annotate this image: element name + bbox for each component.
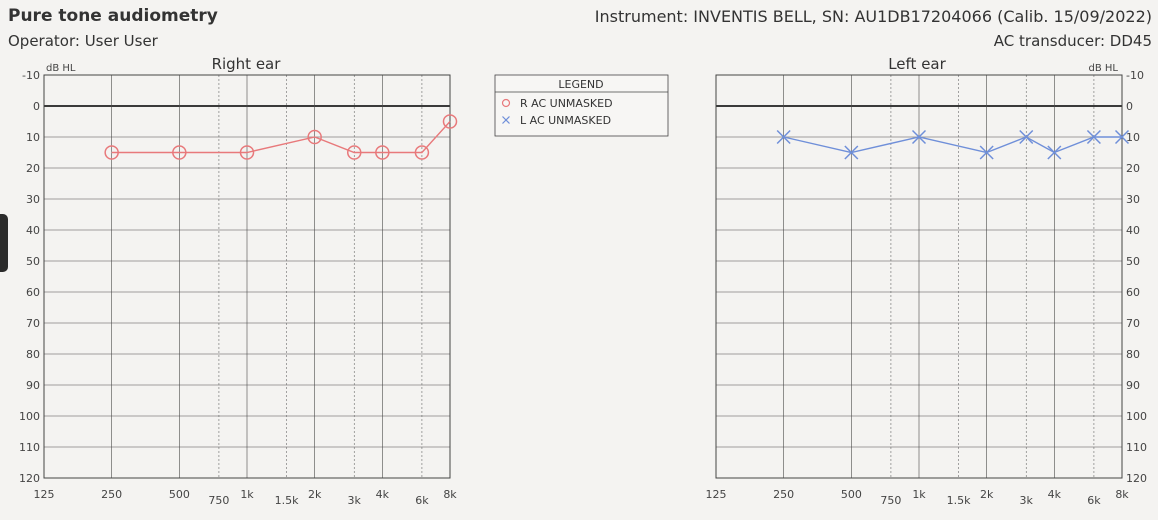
y-tick-label: 70 (26, 317, 40, 330)
x-tick-label: 500 (841, 488, 862, 501)
data-point-cross (1086, 129, 1101, 145)
x-tick-label: 750 (880, 494, 901, 507)
data-point-cross (776, 129, 791, 145)
data-point-circle (442, 114, 458, 129)
y-tick-label: 110 (1126, 441, 1147, 454)
plot-frame (43, 74, 451, 479)
x-tick-label: 8k (1115, 488, 1129, 501)
y-tick-label: 10 (1126, 131, 1140, 144)
page-title: Pure tone audiometry (8, 6, 218, 26)
left-ear-audiogram: -10 0 10 20 30 40 50 60 70 80 90 100 110 120 125 250 500… (706, 55, 1148, 507)
x-tick-label: 500 (169, 488, 190, 501)
y-tick-label: 0 (33, 100, 40, 113)
data-point-cross (911, 129, 927, 145)
y-tick-label: 90 (1126, 379, 1140, 392)
data-point-cross (844, 145, 859, 160)
x-tick-label: 3k (348, 494, 362, 507)
y-tick-label: 60 (26, 286, 40, 299)
y-tick-label: 80 (1126, 348, 1140, 361)
instrument-label: Instrument: INVENTIS BELL, SN: AU1DB1720… (594, 7, 1152, 26)
x-tick-label: 6k (415, 494, 429, 507)
data-point-cross (979, 145, 994, 160)
y-tick-label: 60 (1126, 286, 1140, 299)
y-tick-label: 10 (26, 131, 40, 144)
y-tick-label: 120 (19, 472, 40, 485)
data-point-cross (1114, 129, 1130, 145)
y-tick-label: 110 (19, 441, 40, 454)
x-tick-label: 125 (706, 488, 727, 501)
legend-item-right: R AC UNMASKED (520, 97, 613, 110)
series-line (783, 136, 1122, 154)
x-tick-label: 6k (1087, 494, 1101, 507)
cross-stroke (979, 145, 994, 160)
x-tick-label: 2k (980, 488, 994, 501)
data-point-circle (239, 145, 255, 160)
cross-stroke (1019, 129, 1034, 145)
y-tick-label: 80 (26, 348, 40, 361)
y-tick-label: 20 (26, 162, 40, 175)
legend-title: LEGEND (558, 78, 603, 91)
y-tick-label: 20 (1126, 162, 1140, 175)
transducer-label: AC transducer: DD45 (993, 32, 1152, 50)
y-tick-label: 50 (26, 255, 40, 268)
legend-circle-icon (501, 98, 511, 108)
x-tick-label: 1k (240, 488, 254, 501)
legend: LEGEND R AC UNMASKED L AC UNMASKED (494, 74, 669, 137)
y-tick-label: 0 (1126, 100, 1133, 113)
y-tick-label: 90 (26, 379, 40, 392)
cross-stroke (1086, 129, 1101, 145)
y-tick-label: 50 (1126, 255, 1140, 268)
side-tab-handle[interactable] (0, 214, 8, 272)
y-tick-label: -10 (22, 69, 40, 82)
legend-item-left: L AC UNMASKED (520, 114, 611, 127)
y-tick-label: 30 (26, 193, 40, 206)
y-axis-unit-label: dB HL (1089, 63, 1119, 74)
x-tick-label: 125 (34, 488, 55, 501)
cross-stroke (911, 129, 927, 145)
y-tick-label: -10 (1126, 69, 1144, 82)
plot-frame (715, 74, 1123, 479)
x-tick-label: 3k (1020, 494, 1034, 507)
x-tick-label: 250 (773, 488, 794, 501)
x-tick-label: 1.5k (947, 494, 971, 507)
x-tick-label: 4k (1048, 488, 1062, 501)
y-tick-label: 70 (1126, 317, 1140, 330)
right-ear-audiogram: -10 0 10 20 30 40 50 60 70 80 90 100 110 120 125 250 500… (19, 55, 457, 507)
y-tick-label: 40 (26, 224, 40, 237)
x-tick-label: 1k (912, 488, 926, 501)
x-tick-label: 4k (376, 488, 390, 501)
cross-stroke (844, 145, 859, 160)
y-axis-unit-label: dB HL (46, 63, 76, 74)
data-point-cross (1019, 129, 1034, 145)
y-tick-label: 40 (1126, 224, 1140, 237)
operator-label: Operator: User User (8, 32, 158, 50)
data-point-circle (104, 145, 119, 160)
y-tick-label: 100 (19, 410, 40, 423)
data-point-circle (307, 129, 322, 145)
y-tick-label: 100 (1126, 410, 1147, 423)
data-point-circle (375, 145, 390, 160)
x-tick-label: 750 (208, 494, 229, 507)
data-point-circle (172, 145, 187, 160)
panel-title: Left ear (888, 55, 946, 73)
x-tick-label: 1.5k (275, 494, 299, 507)
cross-stroke (1114, 129, 1130, 145)
data-point-cross (1047, 145, 1062, 160)
cross-stroke (776, 129, 791, 145)
x-tick-label: 2k (308, 488, 322, 501)
panel-title: Right ear (212, 55, 282, 73)
legend-box (494, 74, 669, 137)
data-point-circle (346, 145, 362, 160)
data-point-circle (414, 145, 430, 160)
legend-cross-icon (502, 116, 510, 124)
y-tick-label: 120 (1126, 472, 1147, 485)
y-tick-label: 30 (1126, 193, 1140, 206)
cross-stroke (1047, 145, 1062, 160)
x-tick-label: 250 (101, 488, 122, 501)
x-tick-label: 8k (443, 488, 457, 501)
